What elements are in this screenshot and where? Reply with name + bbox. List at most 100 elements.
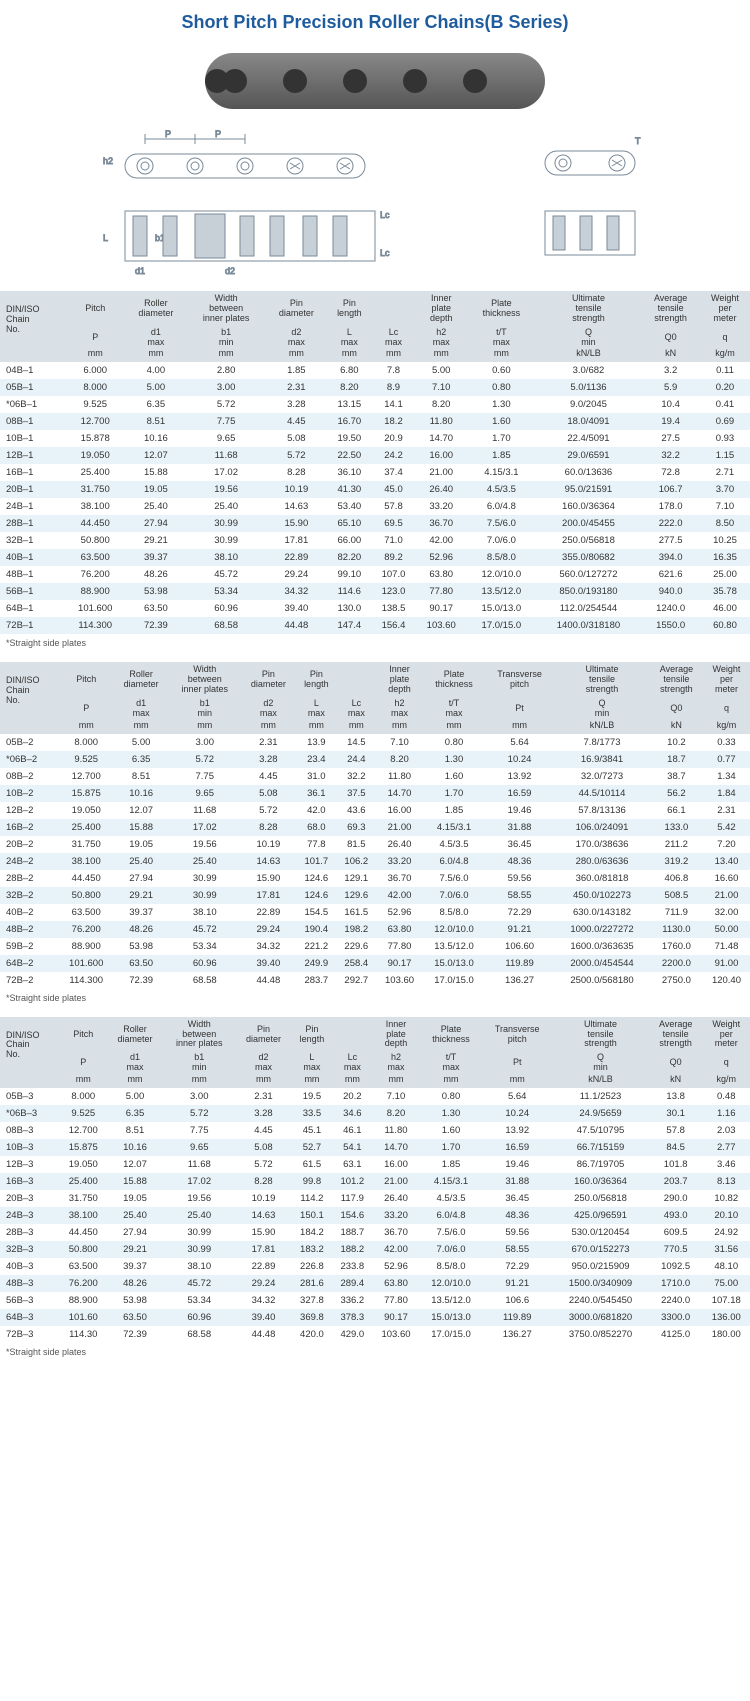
cell: 1092.5 (649, 1258, 703, 1275)
cell: 154.5 (296, 904, 337, 921)
cell: 154.6 (332, 1207, 372, 1224)
cell: 9.65 (163, 1139, 236, 1156)
cell: 23.4 (296, 751, 337, 768)
cell: 1240.0 (641, 600, 700, 617)
table-row: 48B–276.20048.2645.7229.24190.4198.263.8… (0, 921, 750, 938)
col-symbol: b1min (169, 698, 241, 720)
cell: 11.68 (169, 802, 241, 819)
cell: 19.46 (482, 1156, 552, 1173)
cell: 63.80 (372, 1275, 419, 1292)
cell: 52.7 (291, 1139, 332, 1156)
cell: 39.37 (113, 904, 168, 921)
cell: 1.30 (420, 1105, 483, 1122)
cell: 289.4 (332, 1275, 372, 1292)
cell: 277.5 (641, 532, 700, 549)
table-row: 32B–150.80029.2130.9917.8166.0071.042.00… (0, 532, 750, 549)
cell: 50.00 (703, 921, 750, 938)
cell: 89.2 (372, 549, 416, 566)
cell: 5.64 (485, 734, 554, 751)
cell: 57.8 (649, 1122, 703, 1139)
cell: 250.0/56818 (536, 532, 642, 549)
cell: 2200.0 (650, 955, 703, 972)
col-symbol: d1max (113, 698, 168, 720)
cell: 58.55 (482, 1241, 552, 1258)
cell: 72B–3 (0, 1326, 60, 1343)
cell: 50.800 (60, 1241, 107, 1258)
cell: 17.81 (235, 1241, 291, 1258)
col-unit: mm (415, 348, 467, 362)
col-header: Platethickness (467, 291, 535, 327)
svg-text:P: P (215, 129, 221, 139)
cell: 76.200 (59, 921, 113, 938)
cell: 63.50 (107, 1309, 163, 1326)
cell: 10.16 (113, 785, 168, 802)
cell: 19.56 (163, 1190, 236, 1207)
cell: 14.70 (415, 430, 467, 447)
cell: 14.70 (376, 785, 423, 802)
col-symbol: Lmax (291, 1052, 332, 1074)
cell: 63.80 (415, 566, 467, 583)
cell: 40B–3 (0, 1258, 60, 1275)
cell: 13.8 (649, 1088, 703, 1105)
cell: 15.0/13.0 (423, 955, 485, 972)
cell: 31.0 (296, 768, 337, 785)
table1-body: 04B–16.0004.002.801.856.807.85.000.603.0… (0, 362, 750, 634)
cell: 1130.0 (650, 921, 703, 938)
cell: 72.39 (125, 617, 186, 634)
cell: 12.07 (125, 447, 186, 464)
col-header: Weightpermeter (702, 1017, 750, 1053)
cell: 84.5 (649, 1139, 703, 1156)
col-unit: mm (65, 348, 125, 362)
cell: 11.1/2523 (552, 1088, 649, 1105)
cell: 12.0/10.0 (420, 1275, 483, 1292)
cell: 60.96 (186, 600, 265, 617)
cell: 68.0 (296, 819, 337, 836)
cell: 39.40 (235, 1309, 291, 1326)
cell: 711.9 (650, 904, 703, 921)
cell: 48.26 (125, 566, 186, 583)
cell: 15.88 (125, 464, 186, 481)
col-header: Rollerdiameter (125, 291, 186, 327)
cell: 32.2 (641, 447, 700, 464)
cell: 05B–2 (0, 734, 59, 751)
cell: 39.37 (125, 549, 186, 566)
cell: 58.55 (485, 887, 554, 904)
col-unit: mm (467, 348, 535, 362)
cell: 29.24 (266, 566, 327, 583)
cell: 319.2 (650, 853, 703, 870)
table-row: 72B–3114.3072.3968.5844.48420.0429.0103.… (0, 1326, 750, 1343)
svg-text:h2: h2 (103, 156, 113, 166)
cell: 6.80 (327, 362, 372, 379)
cell: 233.8 (332, 1258, 372, 1275)
cell: 48.36 (485, 853, 554, 870)
cell: 160.0/36364 (536, 498, 642, 515)
table2-header-unit: mmmmmmmmmmmmmmmmmmkN/LBkNkg/m (0, 720, 750, 734)
table-row: 56B–388.90053.9853.3434.32327.8336.277.8… (0, 1292, 750, 1309)
cell: 11.68 (163, 1156, 236, 1173)
cell: 1550.0 (641, 617, 700, 634)
table1-header-unit: mmmmmmmmmmmmmmmmkN/LBkNkg/m (0, 348, 750, 362)
cell: 8.5/8.0 (423, 904, 485, 921)
cell: 10.4 (641, 396, 700, 413)
cell: 57.8 (372, 498, 416, 515)
cell: 10.24 (482, 1105, 552, 1122)
cell: 26.40 (415, 481, 467, 498)
cell: 36.10 (327, 464, 372, 481)
table-row: *06B–19.5256.355.723.2813.1514.18.201.30… (0, 396, 750, 413)
cell: 77.80 (415, 583, 467, 600)
col-header: Ultimatetensilestrength (554, 662, 650, 698)
col-symbol: Q0 (650, 698, 703, 720)
table-row: 20B–231.75019.0519.5610.1977.881.526.404… (0, 836, 750, 853)
cell: 05B–1 (0, 379, 65, 396)
cell: 3300.0 (649, 1309, 703, 1326)
cell: 22.89 (266, 549, 327, 566)
cell: 6.0/4.8 (467, 498, 535, 515)
table-row: 12B–119.05012.0711.685.7222.5024.216.001… (0, 447, 750, 464)
cell: 130.0 (327, 600, 372, 617)
cell: 133.0 (650, 819, 703, 836)
cell: 221.2 (296, 938, 337, 955)
cell: 15.90 (266, 515, 327, 532)
cell: 19.05 (125, 481, 186, 498)
cell: 15.875 (59, 785, 113, 802)
col-symbol: t/Tmax (423, 698, 485, 720)
